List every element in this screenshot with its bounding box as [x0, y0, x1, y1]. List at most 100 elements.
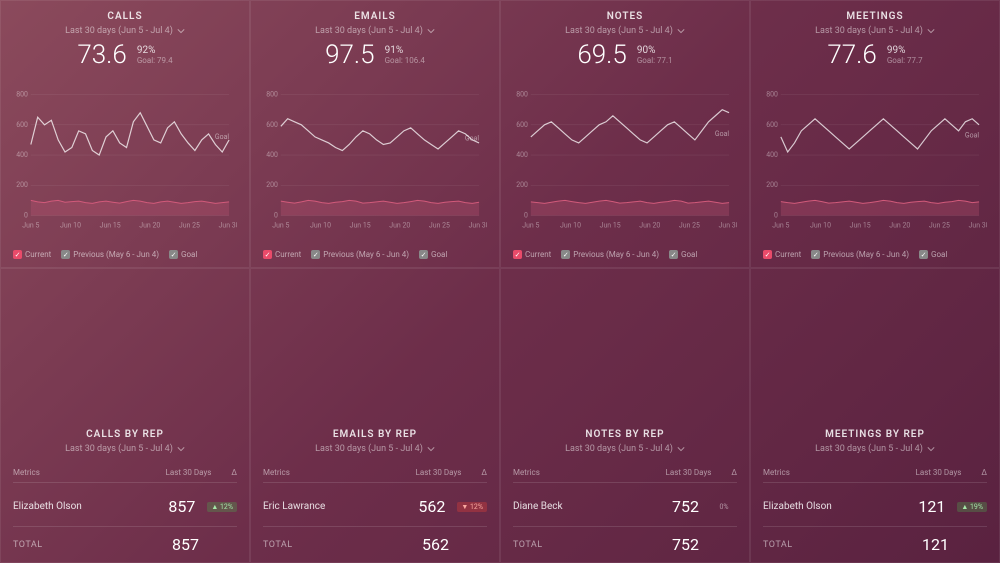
chevron-down-icon [177, 27, 185, 35]
total-label: TOTAL [263, 540, 293, 550]
svg-text:800: 800 [266, 91, 278, 99]
svg-text:Jun 30: Jun 30 [219, 221, 237, 229]
svg-text:Jun 25: Jun 25 [929, 221, 950, 229]
legend-goal-label: Goal [431, 250, 447, 259]
rep-card: CALLS BY REPLast 30 days (Jun 5 - Jul 4)… [0, 268, 250, 563]
legend-previous[interactable]: ✓Previous (May 6 - Jun 4) [311, 250, 409, 259]
date-range-selector[interactable]: Last 30 days (Jun 5 - Jul 4) [513, 26, 737, 36]
legend-current[interactable]: ✓Current [263, 250, 301, 259]
metric-percent: 92% [137, 45, 173, 56]
metric-title: EMAILS [263, 11, 487, 22]
svg-text:600: 600 [766, 121, 778, 129]
date-range-selector[interactable]: Last 30 days (Jun 5 - Jul 4) [13, 444, 237, 454]
date-range-selector[interactable]: Last 30 days (Jun 5 - Jul 4) [763, 26, 987, 36]
svg-text:600: 600 [266, 121, 278, 129]
date-range-selector[interactable]: Last 30 days (Jun 5 - Jul 4) [263, 26, 487, 36]
table-total: TOTAL857 [13, 526, 237, 554]
metric-value: 77.6 [827, 42, 877, 68]
col-metric: Metrics [263, 468, 290, 477]
legend-previous-label: Previous (May 6 - Jun 4) [573, 250, 659, 259]
legend-goal[interactable]: ✓Goal [169, 250, 197, 259]
chevron-down-icon [677, 27, 685, 35]
col-delta: Δ [231, 468, 237, 477]
svg-text:200: 200 [516, 181, 528, 189]
svg-text:600: 600 [16, 121, 28, 129]
svg-text:200: 200 [766, 181, 778, 189]
rep-card: MEETINGS BY REP Last 30 days (Jun 5 - Jul… [750, 268, 1000, 563]
date-range-selector[interactable]: Last 30 days (Jun 5 - Jul 4) [763, 444, 987, 454]
total-value: 857 [172, 535, 199, 554]
col-delta: Δ [981, 468, 987, 477]
svg-text:Jun 10: Jun 10 [310, 221, 331, 229]
chevron-down-icon [677, 445, 685, 453]
col-delta: Δ [481, 468, 487, 477]
legend-current[interactable]: ✓Current [13, 250, 51, 259]
metric-chart: 0200400600800Jun 5Jun 10Jun 15Jun 20Jun … [763, 74, 987, 246]
metric-chart: 0200400600800Jun 5Jun 10Jun 15Jun 20Jun … [13, 74, 237, 246]
svg-text:400: 400 [516, 151, 528, 159]
legend-goal[interactable]: ✓Goal [669, 250, 697, 259]
rep-value: 562 [418, 497, 445, 516]
metric-title: CALLS [13, 11, 237, 22]
table-row: Elizabeth Olson857▲ 12% [13, 491, 237, 522]
table-header: MetricsLast 30 DaysΔ [513, 468, 737, 483]
svg-text:Jun 15: Jun 15 [850, 221, 871, 229]
total-value: 562 [422, 535, 449, 554]
metric-summary: 77.6 99%Goal: 77.7 [763, 42, 987, 68]
rep-title: EMAILS BY REP [263, 429, 487, 440]
legend-current[interactable]: ✓Current [763, 250, 801, 259]
chevron-down-icon [927, 445, 935, 453]
delta-badge: ▼ 12% [457, 502, 487, 512]
table-row: Elizabeth Olson121▲ 19% [763, 491, 987, 522]
date-range-label: Last 30 days (Jun 5 - Jul 4) [565, 26, 673, 36]
metric-chart: 0200400600800Jun 5Jun 10Jun 15Jun 20Jun … [263, 74, 487, 246]
svg-text:Jun 5: Jun 5 [22, 221, 39, 229]
svg-text:Jun 10: Jun 10 [560, 221, 581, 229]
col-metric: Metrics [13, 468, 40, 477]
svg-text:Jun 5: Jun 5 [272, 221, 289, 229]
legend-current-label: Current [525, 250, 551, 259]
legend-goal[interactable]: ✓Goal [419, 250, 447, 259]
rep-card: NOTES BY REPLast 30 days (Jun 5 - Jul 4)… [500, 268, 750, 563]
legend-previous[interactable]: ✓Previous (May 6 - Jun 4) [561, 250, 659, 259]
table-total: TOTAL121 [763, 526, 987, 554]
col-metric: Metrics [763, 468, 790, 477]
legend-current[interactable]: ✓Current [513, 250, 551, 259]
date-range-selector[interactable]: Last 30 days (Jun 5 - Jul 4) [263, 444, 487, 454]
delta-badge: ▲ 19% [957, 502, 987, 512]
metric-card: NOTESLast 30 days (Jun 5 - Jul 4)69.590%… [500, 0, 750, 268]
legend-previous-label: Previous (May 6 - Jun 4) [323, 250, 409, 259]
metric-value: 69.5 [577, 42, 627, 68]
svg-text:Jun 30: Jun 30 [719, 221, 737, 229]
table-header: Metrics Last 30 Days Δ [13, 468, 237, 483]
legend-previous[interactable]: ✓Previous (May 6 - Jun 4) [811, 250, 909, 259]
svg-text:Goal: Goal [465, 134, 479, 142]
table-row: Diane Beck7520% [513, 491, 737, 522]
chart-legend: ✓Current ✓Previous (May 6 - Jun 4) ✓Goal [263, 250, 487, 259]
col-value: Last 30 Days [666, 468, 712, 477]
rep-value: 121 [918, 497, 945, 516]
svg-text:800: 800 [516, 91, 528, 99]
date-range-selector[interactable]: Last 30 days (Jun 5 - Jul 4) [13, 26, 237, 36]
col-value: Last 30 Days [166, 468, 212, 477]
svg-text:Jun 25: Jun 25 [679, 221, 700, 229]
rep-card: EMAILS BY REP Last 30 days (Jun 5 - Jul 4… [250, 268, 500, 563]
svg-text:600: 600 [516, 121, 528, 129]
metric-goal: Goal: 77.1 [637, 56, 673, 65]
metric-goal: Goal: 77.7 [887, 56, 923, 65]
metric-percent: 99% [887, 45, 923, 56]
date-range-selector[interactable]: Last 30 days (Jun 5 - Jul 4) [513, 444, 737, 454]
svg-text:Goal: Goal [215, 133, 229, 141]
legend-previous[interactable]: ✓Previous (May 6 - Jun 4) [61, 250, 159, 259]
legend-current-label: Current [275, 250, 301, 259]
rep-title: MEETINGS BY REP [763, 429, 987, 440]
svg-text:0: 0 [24, 211, 28, 219]
legend-goal[interactable]: ✓Goal [919, 250, 947, 259]
table-row: Eric Lawrance562▼ 12% [263, 491, 487, 522]
legend-current-label: Current [775, 250, 801, 259]
date-range-label: Last 30 days (Jun 5 - Jul 4) [65, 26, 173, 36]
chart-legend: ✓Current ✓Previous (May 6 - Jun 4) ✓Goal [763, 250, 987, 259]
svg-text:0: 0 [774, 211, 778, 219]
chevron-down-icon [427, 27, 435, 35]
svg-text:Jun 5: Jun 5 [772, 221, 789, 229]
